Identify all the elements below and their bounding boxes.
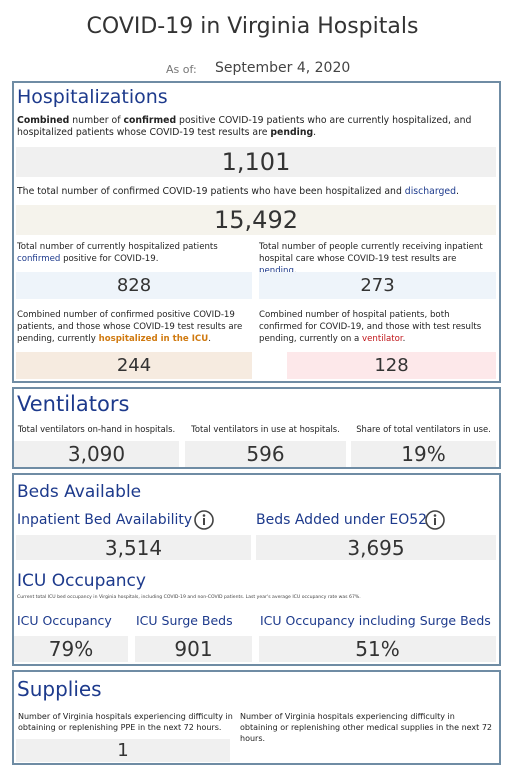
value-box: 828 — [16, 272, 252, 299]
value-box: 1 — [16, 739, 230, 762]
text: The total number of confirmed COVID-19 p… — [17, 186, 405, 197]
subheading: ICU Occupancy — [17, 613, 112, 628]
value-box: 128 — [287, 352, 496, 379]
value-box: 1,101 — [16, 147, 496, 177]
as-of-label: As of: — [166, 63, 197, 76]
text: positive for COVID-19. — [60, 254, 159, 264]
value-box: 19% — [351, 441, 496, 467]
ventilators-panel — [12, 387, 501, 469]
text: discharged — [404, 186, 457, 197]
text: . — [402, 334, 406, 344]
value-box: 244 — [16, 352, 252, 379]
label: Total ventilators on-hand in hospitals. — [17, 424, 176, 434]
subheading: Inpatient Bed Availability — [17, 512, 193, 528]
label: Total ventilators in use at hospitals. — [191, 424, 340, 434]
text: ventilator — [362, 334, 403, 344]
supplies-panel — [12, 670, 501, 765]
subheading: ICU Occupancy including Surge Beds — [260, 613, 491, 628]
description: Combined number of hospital patients, bo… — [259, 309, 495, 345]
description: The total number of confirmed COVID-19 p… — [17, 186, 487, 198]
value-box: 15,492 — [16, 205, 496, 235]
text: confirmed — [123, 115, 177, 126]
text: . — [456, 186, 459, 197]
text: Total number of currently hospitalized p… — [17, 242, 218, 252]
description: Combined number of confirmed positive CO… — [17, 309, 253, 345]
value-box: 901 — [135, 636, 252, 662]
value-box: 596 — [185, 441, 346, 467]
text: . — [313, 127, 317, 138]
section-title: Supplies — [17, 677, 102, 701]
value-box: 3,514 — [16, 535, 251, 560]
value-box: 79% — [14, 636, 128, 662]
subheading: ICU Surge Beds — [136, 613, 233, 628]
value-box: 51% — [259, 636, 496, 662]
section-title: Ventilators — [17, 392, 130, 416]
note: Current total ICU bed occupancy in Virgi… — [17, 595, 361, 600]
text: hospitalized in the ICU — [98, 334, 209, 344]
text: Total number of people currently receivi… — [259, 242, 483, 264]
section-title: Beds Available — [17, 482, 142, 502]
subheading: Beds Added under EO52 — [256, 512, 428, 528]
beds-panel — [12, 473, 501, 666]
description: Total number of people currently receivi… — [259, 241, 494, 277]
section-title: Hospitalizations — [17, 86, 168, 108]
value-box: 273 — [259, 272, 496, 299]
info-icon[interactable] — [193, 509, 215, 531]
description: Combined number of confirmed positive CO… — [17, 115, 487, 139]
as-of-date: September 4, 2020 — [215, 60, 351, 76]
description: Total number of currently hospitalized p… — [17, 241, 227, 265]
text: number of — [69, 115, 124, 126]
text: . — [293, 266, 297, 276]
info-icon[interactable] — [424, 509, 446, 531]
text: positive COVID-19 patients who are curre… — [17, 115, 472, 138]
text: pending — [259, 266, 294, 276]
hospitalizations-panel — [12, 81, 501, 383]
description: Number of Virginia hospitals experiencin… — [18, 712, 233, 732]
text: pending — [270, 127, 314, 138]
value-box: 3,090 — [14, 441, 179, 467]
label: Share of total ventilators in use. — [356, 424, 491, 434]
text: confirmed — [17, 254, 61, 264]
value-box: 3,695 — [256, 535, 496, 560]
text: . — [208, 334, 211, 344]
text: Combined — [17, 115, 70, 126]
text: Combined number of hospital patients, bo… — [259, 310, 482, 344]
page-title: COVID-19 in Virginia Hospitals — [86, 14, 419, 39]
description: Number of Virginia hospitals experiencin… — [240, 712, 493, 743]
text: Combined number of confirmed positive CO… — [17, 310, 243, 344]
section-title: ICU Occupancy — [17, 571, 146, 591]
